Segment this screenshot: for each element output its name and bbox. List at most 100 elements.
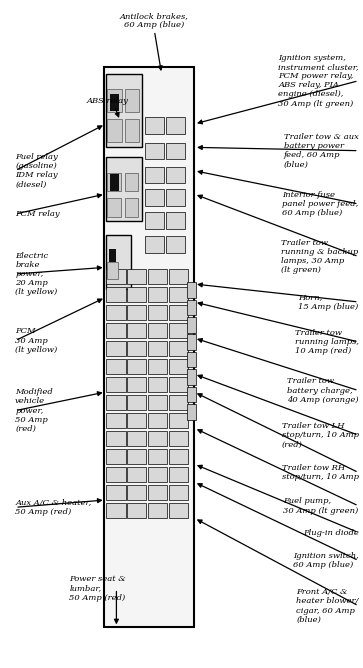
Text: Electric
brake
power,
20 Amp
(lt yellow): Electric brake power, 20 Amp (lt yellow) <box>15 252 57 297</box>
Bar <box>169 395 188 410</box>
Bar <box>166 118 185 134</box>
Bar <box>148 341 167 356</box>
Bar <box>127 432 146 446</box>
Bar <box>106 468 126 482</box>
Bar <box>169 503 188 518</box>
Text: Trailer tow RH
stop/turn, 10 Amp: Trailer tow RH stop/turn, 10 Amp <box>282 464 359 481</box>
Bar <box>127 413 146 428</box>
Bar <box>106 158 142 220</box>
Text: Ignition switch,
60 Amp (blue): Ignition switch, 60 Amp (blue) <box>293 552 359 569</box>
Bar <box>107 89 122 112</box>
Bar <box>169 323 188 338</box>
Bar <box>127 341 146 356</box>
Bar <box>104 67 194 627</box>
Bar <box>106 305 126 320</box>
Text: Fuel pump,
30 Amp (lt green): Fuel pump, 30 Amp (lt green) <box>284 498 359 514</box>
Text: Modified
vehicle
power,
50 Amp
(red): Modified vehicle power, 50 Amp (red) <box>15 388 53 433</box>
Bar <box>145 143 164 160</box>
Bar <box>106 269 126 284</box>
Bar <box>110 94 119 111</box>
Bar <box>145 167 164 183</box>
Bar <box>109 248 117 262</box>
Bar <box>127 305 146 320</box>
Bar <box>187 299 196 315</box>
Bar <box>125 89 139 112</box>
Bar <box>145 118 164 134</box>
Bar <box>169 486 188 500</box>
Bar <box>127 377 146 392</box>
Bar <box>148 359 167 374</box>
Bar <box>125 119 139 142</box>
Bar <box>125 173 138 191</box>
Bar <box>148 503 167 518</box>
Text: Ignition system,
instrument cluster,
PCM power relay,
ABS relay, PIA
engine (die: Ignition system, instrument cluster, PCM… <box>278 53 359 108</box>
Bar <box>148 323 167 338</box>
Bar <box>187 317 196 333</box>
Bar <box>106 450 126 464</box>
Bar <box>148 413 167 428</box>
Bar <box>148 432 167 446</box>
Bar <box>187 405 196 420</box>
Bar <box>106 359 126 374</box>
Bar <box>169 468 188 482</box>
Bar <box>169 359 188 374</box>
Bar <box>169 432 188 446</box>
Bar <box>187 335 196 350</box>
Text: Antilock brakes,
60 Amp (blue): Antilock brakes, 60 Amp (blue) <box>120 12 189 29</box>
Text: Trailer tow
running lamps,
10 Amp (red): Trailer tow running lamps, 10 Amp (red) <box>295 329 359 355</box>
Bar <box>148 486 167 500</box>
Bar <box>127 450 146 464</box>
Text: Trailer tow
battery charge,
40 Amp (orange): Trailer tow battery charge, 40 Amp (oran… <box>287 377 359 404</box>
Bar <box>169 450 188 464</box>
Bar <box>169 341 188 356</box>
Bar <box>187 352 196 367</box>
Bar <box>106 503 126 518</box>
Bar <box>127 269 146 284</box>
Text: Plug-in diode: Plug-in diode <box>303 528 359 536</box>
Bar <box>166 167 185 183</box>
Text: Power seat &
lumbar,
50 Amp (red): Power seat & lumbar, 50 Amp (red) <box>69 575 126 602</box>
Text: Front A/C &
heater blower/
cigar, 60 Amp
(blue): Front A/C & heater blower/ cigar, 60 Amp… <box>296 589 359 624</box>
Text: Trailer tow
running & backup
lamps, 30 Amp
(lt green): Trailer tow running & backup lamps, 30 A… <box>281 239 359 275</box>
Bar <box>127 468 146 482</box>
Bar <box>106 413 126 428</box>
Bar <box>148 377 167 392</box>
Bar <box>107 198 121 216</box>
Text: Trailer tow & aux
battery power
feed, 60 Amp
(blue): Trailer tow & aux battery power feed, 60… <box>284 133 359 168</box>
Bar <box>127 395 146 410</box>
Bar <box>127 503 146 518</box>
Text: PCM
30 Amp
(lt yellow): PCM 30 Amp (lt yellow) <box>15 327 57 354</box>
Bar <box>125 198 138 216</box>
Bar <box>127 323 146 338</box>
Bar <box>169 413 188 428</box>
Bar <box>148 450 167 464</box>
Bar <box>145 236 164 253</box>
Bar <box>169 287 188 302</box>
Bar <box>166 143 185 160</box>
Bar <box>166 189 185 206</box>
Bar <box>106 287 126 302</box>
Bar <box>187 369 196 385</box>
Bar <box>145 212 164 228</box>
Text: Trailer tow LH
stop/turn, 10 Amp
(red): Trailer tow LH stop/turn, 10 Amp (red) <box>282 422 359 448</box>
Text: Aux A/C & heater,
50 Amp (red): Aux A/C & heater, 50 Amp (red) <box>15 499 91 516</box>
Bar <box>148 305 167 320</box>
Bar <box>106 235 131 289</box>
Bar <box>127 287 146 302</box>
Bar <box>106 74 142 148</box>
Bar <box>148 395 167 410</box>
Bar <box>110 174 119 190</box>
Bar <box>127 359 146 374</box>
Bar <box>106 341 126 356</box>
Bar <box>127 486 146 500</box>
Bar <box>187 387 196 403</box>
Bar <box>107 262 118 279</box>
Bar <box>106 323 126 338</box>
Bar <box>107 173 121 191</box>
Bar <box>148 269 167 284</box>
Bar <box>166 236 185 253</box>
Text: PCM relay: PCM relay <box>15 210 60 218</box>
Bar <box>148 468 167 482</box>
Text: Interior fuse
panel power feed,
60 Amp (blue): Interior fuse panel power feed, 60 Amp (… <box>282 191 359 217</box>
Bar <box>166 212 185 228</box>
